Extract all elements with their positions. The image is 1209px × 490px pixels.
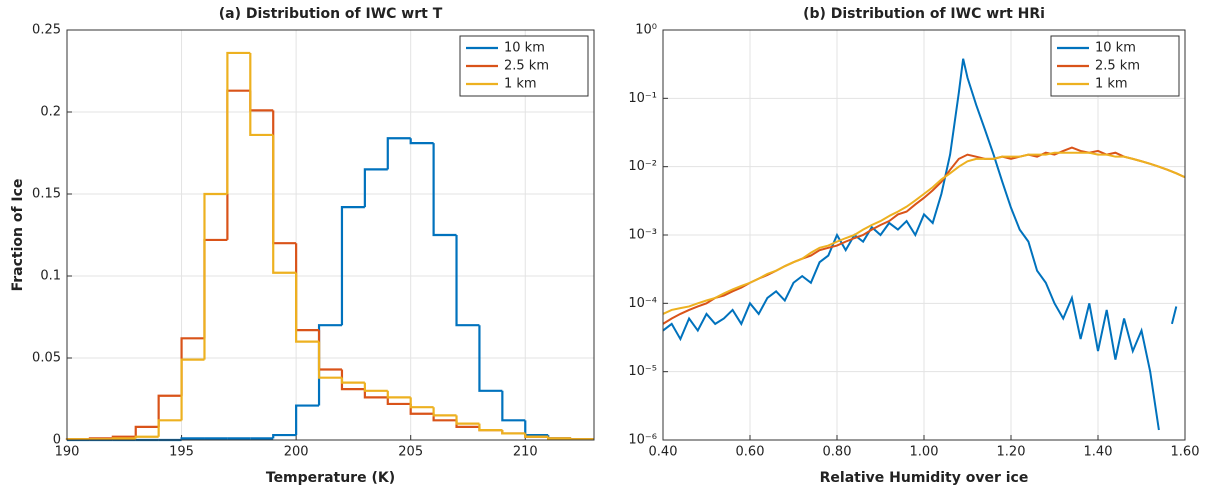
legend: 10 km 2.5 km 1 km <box>1050 35 1180 97</box>
histogram-step <box>249 52 274 137</box>
x-axis-label: Temperature (K) <box>266 470 395 486</box>
y-tick-label: 0.25 <box>32 23 61 38</box>
panel: 0.40 0.60 0.80 1.00 1.20 1.40 1.60 10⁻⁶ 10⁻⁵ 10⁻⁴… <box>628 6 1199 486</box>
x-tick-label: 210 <box>513 445 538 460</box>
y-tick-label: 10⁻¹ <box>628 91 657 106</box>
line <box>662 58 1178 431</box>
histogram-step <box>340 369 365 391</box>
histogram-step <box>386 390 411 399</box>
histogram-step <box>524 433 549 438</box>
y-tick-label: 10⁰ <box>635 23 657 38</box>
histogram-step <box>409 397 434 409</box>
histogram-step <box>295 404 320 436</box>
x-tick-label: 205 <box>398 445 423 460</box>
histogram-step <box>547 436 572 440</box>
histogram-step <box>455 235 480 327</box>
y-tick-label: 10⁻² <box>628 159 657 174</box>
histogram-step <box>272 134 297 274</box>
histogram-step <box>180 358 205 421</box>
panel: 190 195 200 205 210 0 0.05 0.1 0.15 0.2 0.25 (a) Di… <box>10 6 595 486</box>
x-tick-label: 0.40 <box>649 445 678 460</box>
plot-area <box>67 30 594 440</box>
legend-label: 1 km <box>504 77 537 92</box>
line <box>662 151 1186 315</box>
histogram-step <box>180 437 205 440</box>
x-tick-label: 200 <box>284 445 309 460</box>
histogram-step <box>295 272 320 343</box>
legend-label: 10 km <box>504 41 545 56</box>
y-tick-label: 0.15 <box>32 187 61 202</box>
chart-title: (b) Distribution of IWC wrt HRi <box>803 6 1045 22</box>
histogram-step <box>478 325 503 392</box>
axes-frame <box>662 29 1186 441</box>
x-tick-label: 190 <box>55 445 80 460</box>
histogram-step <box>111 437 136 440</box>
legend-label: 10 km <box>1095 41 1136 56</box>
histogram-step <box>203 192 228 360</box>
histogram-step <box>386 137 411 170</box>
histogram-step <box>157 394 182 427</box>
histogram-step <box>432 407 457 417</box>
x-axis-label: Relative Humidity over ice <box>820 470 1029 486</box>
histogram-step <box>134 435 159 439</box>
histogram-step <box>363 168 388 208</box>
histogram-step <box>340 377 365 384</box>
legend-label: 2.5 km <box>504 59 549 74</box>
histogram-step <box>157 419 182 437</box>
histogram-step <box>569 438 594 441</box>
histogram-step <box>340 206 365 326</box>
histogram-step <box>386 397 411 406</box>
histogram-step <box>455 415 480 425</box>
x-tick-label: 1.00 <box>910 445 939 460</box>
axes-frame <box>66 29 595 441</box>
y-axis-label: Fraction of Ice <box>10 179 26 292</box>
histogram-step <box>478 423 503 432</box>
x-tick-label: 1.40 <box>1084 445 1113 460</box>
x-tick-label: 0.80 <box>823 445 852 460</box>
histogram-step <box>409 138 434 145</box>
legend-label: 2.5 km <box>1095 59 1140 74</box>
chart-title: (a) Distribution of IWC wrt T <box>219 6 443 22</box>
histogram-step <box>363 382 388 392</box>
y-tick-label: 10⁻³ <box>628 228 657 243</box>
histogram-step <box>501 430 526 435</box>
histogram-step <box>226 51 251 194</box>
y-tick-label: 10⁻⁴ <box>628 296 657 311</box>
histogram-step <box>317 341 342 379</box>
y-tick-label: 0.1 <box>40 269 61 284</box>
y-tick-label: 0.05 <box>32 351 61 366</box>
x-tick-label: 1.60 <box>1171 445 1200 460</box>
legend: 10 km 2.5 km 1 km <box>459 35 589 97</box>
y-tick-label: 10⁻⁶ <box>628 433 657 448</box>
histogram-step <box>432 143 457 237</box>
histogram-step <box>501 390 526 422</box>
x-tick-label: 1.20 <box>997 445 1026 460</box>
y-tick-label: 10⁻⁵ <box>628 364 657 379</box>
legend-label: 1 km <box>1095 77 1128 92</box>
x-tick-label: 0.60 <box>736 445 765 460</box>
histogram-step <box>134 425 159 437</box>
y-tick-label: 0 <box>53 433 61 448</box>
x-tick-label: 195 <box>169 445 194 460</box>
histogram-step <box>272 433 297 439</box>
y-tick-label: 0.2 <box>40 105 61 120</box>
